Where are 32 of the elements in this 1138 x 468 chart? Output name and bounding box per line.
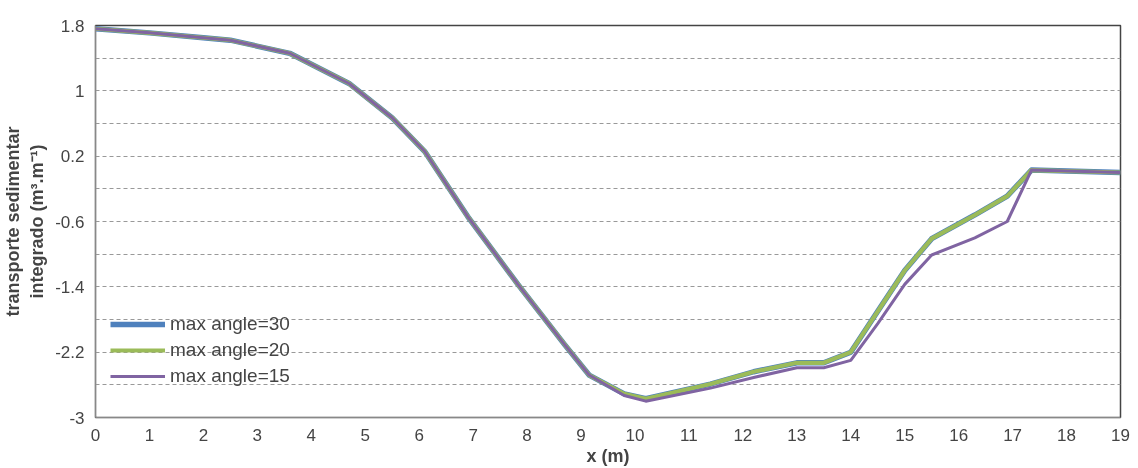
y-axis-title: transporte sedimentar integrado (m³.m⁻¹) [3,126,48,317]
x-tick-label: 9 [576,425,586,445]
y-tick-label: 1 [75,81,85,101]
x-tick-label: 0 [90,425,101,445]
x-tick-label: 17 [1003,425,1023,445]
x-tick-label: 6 [414,425,424,445]
x-tick-label: 7 [468,425,478,445]
legend-label: max angle=30 [170,313,290,335]
y-tick-label: 1.8 [60,16,85,36]
legend-label: max angle=15 [170,365,290,387]
y-tick-label: 0.2 [60,147,85,167]
x-tick-label: 4 [306,425,317,445]
x-tick-label: 12 [733,425,753,445]
x-tick-label: 5 [360,425,370,445]
x-tick-label: 13 [787,425,807,445]
x-tick-label: 15 [895,425,915,445]
y-tick-label: -1.4 [55,277,85,297]
x-tick-label: 18 [1057,425,1077,445]
x-tick-label: 2 [198,425,209,445]
x-tick-label: 1 [144,425,155,445]
x-tick-label: 3 [252,425,263,445]
x-axis-title: x (m) [586,445,630,466]
legend-label: max angle=20 [170,339,290,361]
y-tick-label: -0.6 [55,212,85,232]
x-tick-label: 8 [522,425,532,445]
x-tick-label: 16 [949,425,969,445]
y-tick-label: -3 [69,408,85,428]
x-tick-label: 14 [841,425,861,445]
x-tick-label: 11 [680,425,698,445]
x-tick-label: 10 [625,425,645,445]
x-tick-label: 19 [1111,425,1130,445]
y-tick-label: -2.2 [55,343,85,363]
